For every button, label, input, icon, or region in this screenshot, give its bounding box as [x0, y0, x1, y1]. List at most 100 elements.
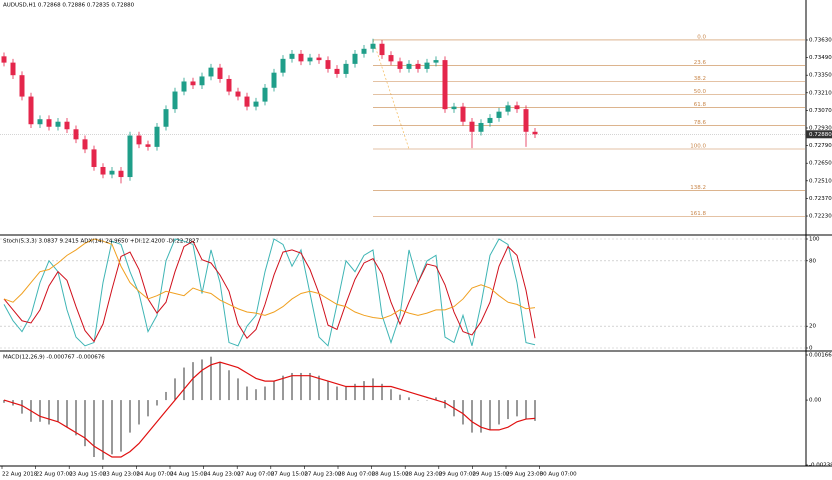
macd-bar — [93, 400, 95, 458]
fib-label: 38.2 — [694, 76, 706, 82]
macd-bar — [525, 400, 527, 420]
x-tick-label: 23 Aug 23:00 — [103, 472, 141, 478]
x-tick-label: 29 Aug 23:00 — [506, 472, 544, 478]
macd-bar — [309, 372, 311, 401]
y-tick-label: 0.73630 — [809, 37, 832, 43]
macd-bar — [174, 378, 176, 401]
macd-bar — [120, 400, 122, 452]
indicator-line — [3, 240, 536, 343]
candle-body — [343, 63, 349, 74]
candle-body — [100, 166, 106, 175]
macd-bar — [237, 378, 239, 401]
macd-bar — [111, 400, 113, 455]
macd-bar — [507, 400, 509, 420]
x-tick-label: 28 Aug 07:00 — [338, 472, 376, 478]
indicator-line — [3, 238, 536, 320]
macd-bar — [345, 386, 347, 401]
x-tick-label: 28 Aug 23:00 — [405, 472, 443, 478]
candle-body — [172, 91, 178, 110]
macd-bar — [102, 400, 104, 460]
price-label-box — [806, 130, 832, 139]
candle-body — [37, 119, 43, 125]
candle-body — [181, 81, 187, 92]
candle-body — [127, 135, 133, 178]
macd-bar — [534, 400, 536, 421]
y-tick-label: 0.72370 — [809, 196, 832, 202]
macd-bar — [57, 400, 59, 422]
macd-bar — [219, 362, 221, 401]
y-tick-label: 0.73210 — [809, 90, 832, 96]
macd-bar — [336, 386, 338, 401]
x-tick-label: 29 Aug 07:00 — [439, 472, 477, 478]
candle-body — [433, 60, 439, 63]
candle-body — [118, 170, 124, 178]
panel-title: AUDUSD,H1 0.72868 0.72886 0.72835 0.7288… — [3, 3, 135, 9]
y-tick-label: -0.002395 — [809, 463, 832, 469]
x-tick-label: 23 Aug 15:00 — [69, 472, 107, 478]
candle-body — [46, 119, 52, 127]
fib-label: 50.0 — [694, 89, 707, 95]
macd-bar — [84, 400, 86, 447]
y-tick-label: 100 — [809, 237, 820, 243]
candle-body — [190, 81, 196, 86]
candle-body — [136, 135, 142, 145]
candle-body — [478, 122, 484, 132]
candle-body — [370, 43, 376, 49]
fib-label: 61.8 — [694, 102, 707, 108]
macd-bar — [300, 372, 302, 401]
macd-bar — [471, 400, 473, 433]
macd-bar — [66, 400, 68, 428]
fib-label: 161.8 — [690, 211, 706, 217]
y-tick-label: 80 — [809, 258, 816, 264]
candle-body — [352, 53, 358, 64]
candle-body — [469, 121, 475, 132]
y-tick-label: 0.72510 — [809, 178, 832, 184]
x-tick-label: 22 Aug 07:00 — [36, 472, 74, 478]
candle-body — [532, 131, 538, 135]
macd-bar — [183, 367, 185, 401]
candle-body — [280, 58, 286, 73]
indicator-line — [3, 238, 536, 347]
candle-body — [424, 62, 430, 69]
panel-title: MACD(12,26,9) -0.000767 -0.000676 — [3, 355, 105, 361]
candle-body — [451, 106, 457, 110]
candle-body — [505, 105, 511, 112]
candle-body — [361, 48, 367, 54]
candle-body — [64, 121, 70, 130]
candle-body — [388, 55, 394, 62]
candle-body — [208, 67, 214, 77]
y-tick-label: 0.73490 — [809, 55, 832, 61]
macd-bar — [210, 356, 212, 401]
macd-bar — [363, 381, 365, 401]
x-tick-label: 27 Aug 07:00 — [237, 472, 275, 478]
panel-title: Stoch(5,3,3) 3.0837 9.2415 ADX(14) 24.96… — [3, 239, 200, 245]
macd-bar — [39, 400, 41, 422]
candle-body — [163, 109, 169, 127]
macd-bar — [156, 400, 158, 406]
y-tick-label: 0.72790 — [809, 143, 832, 149]
candle-body — [325, 60, 331, 69]
y-tick-label: 0.72930 — [809, 126, 832, 132]
candle-body — [199, 76, 205, 86]
y-tick-label: 0.00 — [809, 398, 822, 404]
macd-bar — [147, 400, 149, 417]
candle-body — [307, 57, 313, 62]
x-tick-label: 22 Aug 2018 — [2, 472, 38, 478]
macd-bar — [282, 375, 284, 401]
candle-body — [226, 78, 232, 92]
macd-bar — [489, 400, 491, 430]
macd-bar — [372, 378, 374, 401]
candle-body — [91, 149, 97, 167]
macd-bar — [390, 389, 392, 401]
x-tick-label: 24 Aug 15:00 — [170, 472, 208, 478]
candle-body — [397, 61, 403, 69]
x-tick-label: 24 Aug 07:00 — [136, 472, 174, 478]
candle-body — [415, 63, 421, 69]
candle-body — [460, 106, 466, 122]
candle-body — [514, 105, 520, 110]
macd-bar — [75, 400, 77, 436]
candle-body — [217, 67, 223, 79]
y-tick-label: 0.73350 — [809, 73, 832, 79]
candle-body — [55, 121, 61, 127]
